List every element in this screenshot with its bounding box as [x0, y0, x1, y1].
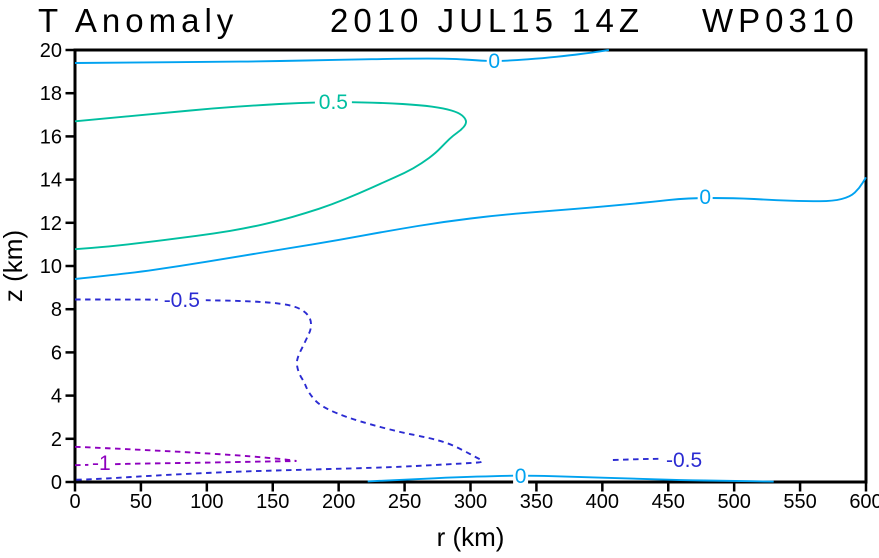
y-tick-label: 16 [40, 126, 62, 148]
x-tick-label: 250 [388, 491, 421, 513]
x-tick-label: 600 [849, 491, 879, 513]
contour-label: 0 [515, 465, 527, 488]
x-tick-label: 0 [69, 491, 80, 513]
contour-line-zero-middle [74, 176, 867, 280]
x-tick-label: 200 [322, 491, 355, 513]
contour-label-bg [486, 51, 502, 71]
contour-label: 0.5 [319, 91, 348, 114]
plot-frame [73, 48, 868, 484]
x-tick-label: 450 [652, 491, 685, 513]
y-tick-label: 12 [40, 213, 62, 235]
x-tick-label: 550 [783, 491, 816, 513]
y-tick-label: 10 [40, 256, 62, 278]
contour-line-neg05-wedge [74, 298, 484, 481]
x-tick-label: 350 [520, 491, 553, 513]
contour-label-bg [157, 290, 206, 310]
contour-line-neg05-segment [612, 457, 666, 461]
x-tick-label: 150 [256, 491, 289, 513]
contour-line-zero-upper [74, 49, 610, 64]
contour-line-zero-surface [367, 474, 774, 483]
contour-label-bg [697, 187, 713, 207]
contour-line-plus05-loop [74, 101, 467, 251]
x-tick-label: 50 [130, 491, 152, 513]
contour-label: 0 [699, 186, 711, 209]
contour-line-neg1-lower [74, 460, 297, 467]
contour-label-bg [314, 92, 352, 112]
y-tick-label: 20 [40, 40, 62, 62]
y-tick-label: 14 [40, 170, 62, 192]
plot-title-storm-id: WP0310 [702, 2, 859, 39]
plot-title-left: T Anomaly [38, 2, 238, 39]
contour-label: -1 [92, 452, 111, 475]
contour-label-bg [660, 450, 709, 470]
x-axis-label: r (km) [437, 522, 505, 552]
contour-label: 0 [488, 50, 500, 73]
x-tick-label: 400 [586, 491, 619, 513]
contour-label: -0.5 [666, 449, 702, 472]
x-tick-label: 300 [454, 491, 487, 513]
y-tick-label: 2 [51, 429, 62, 451]
x-tick-label: 100 [190, 491, 223, 513]
plot-title-datetime: 2010 JUL15 14Z [330, 2, 644, 39]
y-axis-label: z (km) [0, 230, 28, 302]
contour-line-neg1-upper [74, 445, 297, 462]
y-tick-label: 8 [51, 299, 62, 321]
contour-label: -0.5 [164, 289, 200, 312]
y-tick-label: 6 [51, 342, 62, 364]
y-tick-label: 18 [40, 83, 62, 105]
contour-label-bg [88, 453, 115, 473]
contour-label-bg [513, 466, 529, 486]
y-tick-label: 0 [51, 472, 62, 494]
x-tick-label: 500 [717, 491, 750, 513]
y-tick-label: 4 [51, 386, 62, 408]
